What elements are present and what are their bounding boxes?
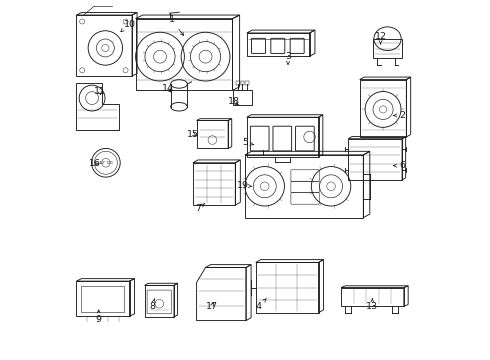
Text: 12: 12 [374,32,387,44]
Text: 1: 1 [169,15,184,36]
Text: 19: 19 [237,181,252,190]
Text: 16: 16 [89,159,101,168]
Text: 3: 3 [285,52,291,64]
Text: 10: 10 [121,19,136,32]
Text: 18: 18 [227,97,240,106]
Text: 15: 15 [187,130,199,139]
Text: 14: 14 [162,84,174,93]
Text: 2: 2 [393,111,405,120]
Text: 13: 13 [366,299,378,311]
Text: 7: 7 [196,204,204,213]
Text: 17: 17 [206,302,218,311]
Text: 9: 9 [96,310,102,324]
Text: 5: 5 [242,138,253,147]
Text: 8: 8 [149,299,155,311]
Text: 11: 11 [94,86,106,95]
Text: 6: 6 [393,161,406,170]
Text: 4: 4 [256,298,267,311]
Text: 12ᵛ DC: 12ᵛ DC [99,161,113,165]
